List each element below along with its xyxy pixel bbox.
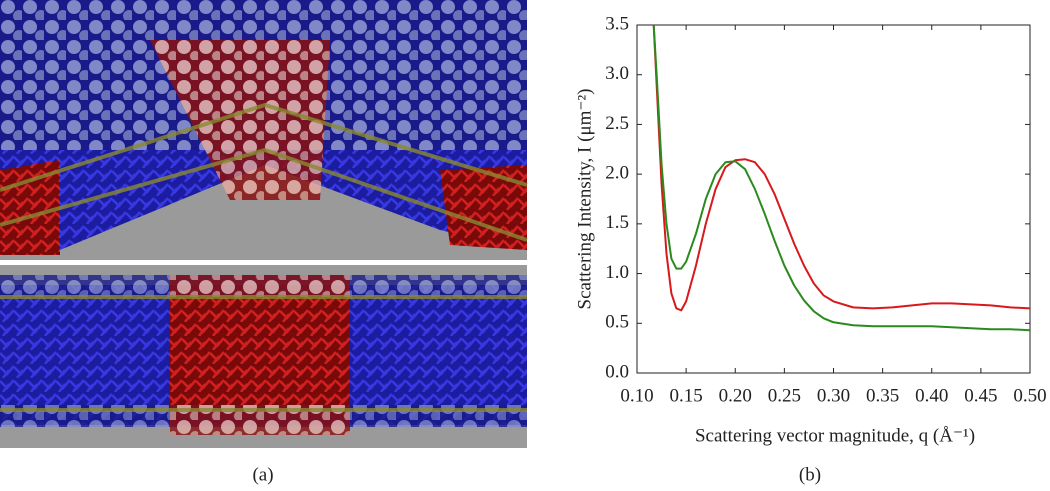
y-tick-label: 0.5 (605, 312, 629, 333)
y-tick-label: 2.5 (605, 113, 629, 134)
x-tick-label: 0.25 (768, 385, 801, 406)
data-line (652, 25, 1030, 332)
x-tick-label: 0.50 (1013, 385, 1046, 406)
simulation-image (0, 0, 528, 448)
plot-lines (652, 25, 1030, 332)
y-tick-label: 3.0 (605, 63, 629, 84)
x-tick-label: 0.35 (866, 385, 899, 406)
x-tick-label: 0.15 (670, 385, 703, 406)
x-axis-label: Scattering vector magnitude, q (Å⁻¹) (695, 425, 975, 446)
y-tick-label: 3.5 (605, 13, 629, 34)
caption: (a) (252, 464, 273, 485)
y-tick-label: 1.5 (605, 212, 629, 233)
y-tick-label: 0.0 (605, 361, 629, 382)
x-tick-label: 0.45 (964, 385, 997, 406)
y-tick-label: 1.0 (605, 262, 629, 283)
x-tick-label: 0.20 (719, 385, 752, 406)
data-line (652, 25, 1030, 312)
x-tick-label: 0.40 (915, 385, 948, 406)
x-tick-label: 0.10 (620, 385, 653, 406)
y-tick-label: 2.0 (605, 163, 629, 184)
x-tick-label: 0.30 (817, 385, 850, 406)
y-axis-label: Scattering Intensity, I (μm⁻²) (574, 89, 595, 310)
plot-frame (636, 24, 1031, 374)
caption: (b) (799, 464, 821, 485)
